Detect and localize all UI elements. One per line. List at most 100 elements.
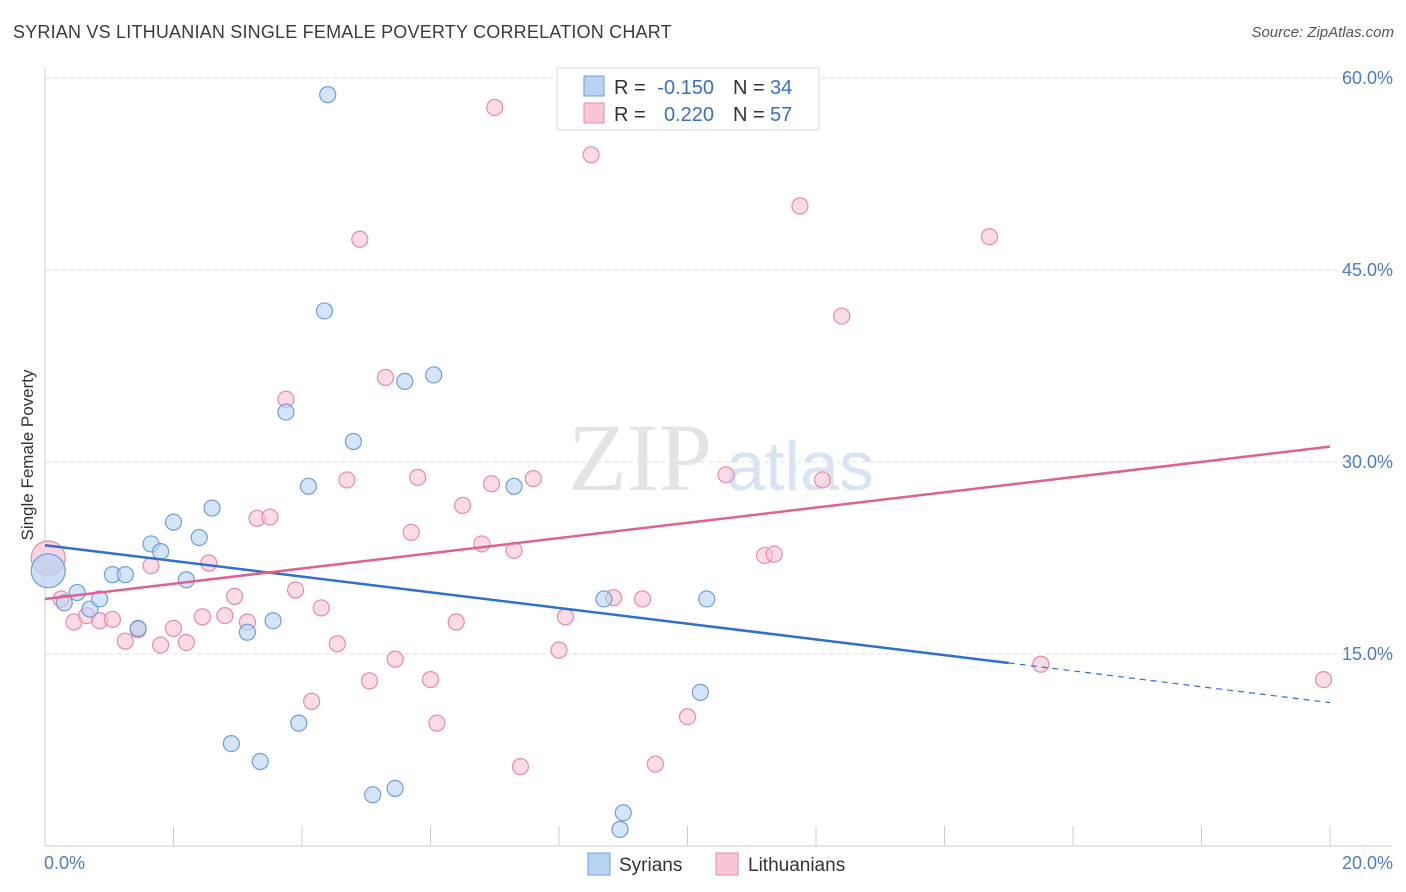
lithuanian-point (511, 758, 530, 776)
syrian-point (396, 372, 414, 390)
syrian-point (264, 612, 282, 630)
syrian-point (595, 590, 613, 608)
syrian-point (116, 566, 134, 584)
legend-r-label-lithuanians: R = (614, 104, 646, 126)
lithuanian-point (164, 619, 183, 638)
lithuanian-point (482, 475, 501, 493)
legend-n-label-lithuanians: N = (733, 104, 765, 126)
lithuanian-point (328, 635, 346, 653)
source-attribution: Source: ZipAtlas.com (1251, 24, 1394, 41)
syrian-point (344, 432, 362, 451)
lithuanian-point (550, 641, 568, 659)
syrian-point (203, 499, 221, 517)
lithuanian-point (312, 599, 330, 617)
series-legend: Syrians Lithuanians (587, 852, 845, 876)
lithuanian-point (473, 535, 491, 553)
legend-n-value-syrians: 34 (770, 77, 792, 99)
legend-r-label-syrians: R = (614, 77, 646, 99)
y-tick-label: 15.0% (1342, 644, 1393, 664)
series-legend-swatch-lithuanians (715, 852, 739, 876)
lithuanian-point (678, 708, 697, 726)
lithuanian-point (360, 672, 379, 690)
lithuanian-point (261, 508, 279, 526)
chart-title: SYRIAN VS LITHUANIAN SINGLE FEMALE POVER… (13, 22, 672, 42)
syrian-point (614, 804, 632, 822)
x-tick-labels: 0.0% 20.0% (44, 853, 1393, 873)
syrians-trendline (44, 543, 1009, 665)
lithuanian-point (386, 650, 404, 668)
x-tick-label: 0.0% (44, 853, 85, 873)
y-axis-title: Single Female Poverty (18, 369, 37, 541)
legend-n-value-lithuanians: 57 (770, 104, 792, 126)
syrian-point (164, 513, 183, 531)
syrian-point (364, 786, 382, 804)
syrian-point (698, 590, 716, 608)
lithuanian-point (338, 471, 356, 489)
syrian-point (251, 752, 269, 771)
syrian-point (315, 302, 334, 320)
lithuanian-point (421, 670, 440, 689)
y-tick-labels: 15.0% 30.0% 45.0% 60.0% (1342, 68, 1393, 664)
lithuanian-point (216, 606, 234, 625)
lithuanian-point (402, 523, 420, 542)
lithuanian-point (409, 468, 427, 486)
lithuanian-point (556, 608, 575, 626)
syrian-point (68, 583, 86, 602)
lithuanian-point (582, 146, 600, 164)
lithuanian-point (1032, 655, 1050, 673)
lithuanian-point (524, 470, 542, 488)
lithuanian-point (225, 587, 244, 606)
lithuanian-point (633, 590, 652, 608)
syrian-point (277, 403, 295, 421)
lithuanian-point (116, 632, 134, 650)
syrian-point (222, 734, 240, 753)
lithuanian-point (376, 368, 395, 387)
syrian-point (386, 779, 404, 798)
y-tick-label: 30.0% (1342, 452, 1393, 472)
watermark-zip: ZIP (568, 404, 712, 511)
syrian-point (55, 594, 73, 612)
lithuanian-point (791, 197, 809, 215)
syrian-point (290, 714, 308, 732)
legend-r-value-lithuanians: 0.220 (664, 104, 714, 126)
syrian-point (611, 820, 629, 838)
series-legend-label-syrians: Syrians (619, 855, 682, 876)
lithuanian-point (717, 466, 735, 484)
legend-n-label-syrians: N = (733, 77, 765, 99)
lithuanian-point (351, 230, 369, 248)
lithuanian-point (103, 610, 122, 629)
syrian-point (299, 477, 318, 495)
x-tick-label: 20.0% (1342, 853, 1393, 873)
legend-r-value-syrians: -0.150 (657, 77, 714, 99)
axes (44, 68, 1392, 847)
syrian-point (30, 553, 66, 589)
lithuanian-point (813, 471, 832, 489)
syrian-point (129, 619, 147, 638)
lithuanian-point (1314, 670, 1333, 689)
syrian-point (505, 477, 523, 495)
lithuanian-point (303, 692, 321, 710)
syrian-point (152, 542, 170, 561)
lithuanian-point (765, 545, 783, 563)
lithuanian-point (152, 636, 170, 654)
syrian-point (91, 590, 109, 608)
gridlines (45, 77, 1392, 655)
lithuanian-point (428, 714, 446, 732)
y-tick-label: 60.0% (1342, 68, 1393, 88)
lithuanian-point (286, 581, 305, 599)
series-legend-swatch-syrians (587, 852, 611, 876)
syrian-point (190, 528, 208, 547)
lithuanian-point (177, 633, 195, 652)
correlation-legend: R = -0.150 N = 34 R = 0.220 N = 57 (556, 67, 820, 131)
lithuanian-point (646, 755, 664, 773)
syrian-point (238, 623, 256, 641)
syrians-trendline-extension (1008, 662, 1331, 704)
lithuanian-point (447, 613, 465, 631)
lithuanian-point (833, 307, 851, 325)
watermark-atlas: atlas (726, 427, 874, 505)
lithuanian-point (200, 554, 218, 572)
legend-swatch-syrians (583, 75, 605, 97)
y-tick-label: 45.0% (1342, 260, 1393, 280)
trendlines (44, 445, 1331, 704)
